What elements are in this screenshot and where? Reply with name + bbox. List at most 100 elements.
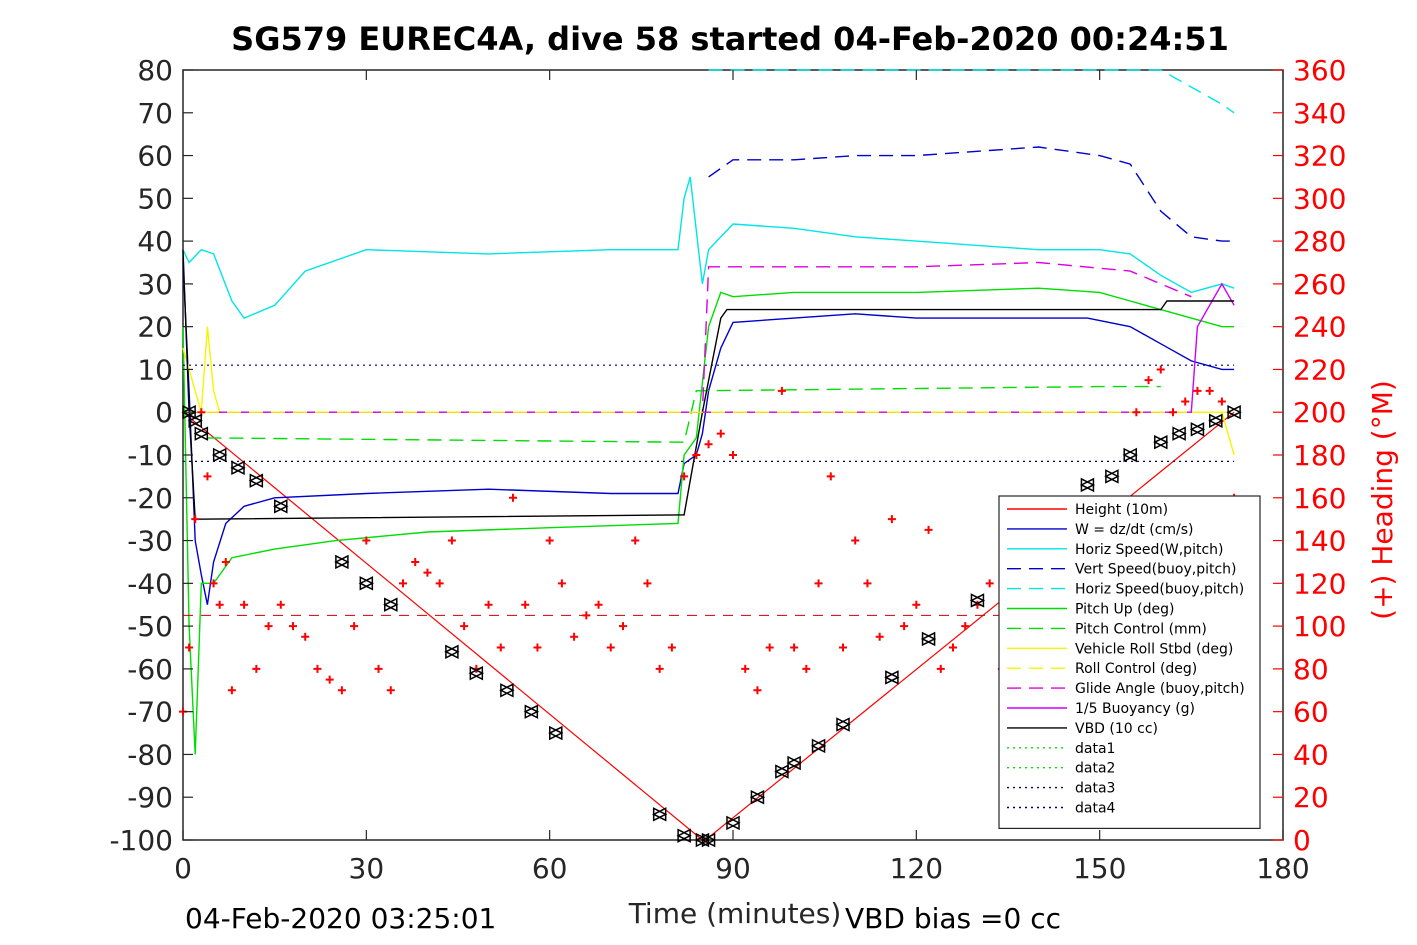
vbd-marker [810,738,826,754]
heading-point [215,600,224,609]
y-tick-label: 50 [137,182,173,215]
heading-point [460,622,469,631]
y-tick-label: 70 [137,97,173,130]
heading-point [496,643,505,652]
legend-entry: Pitch Up (deg) [1075,602,1174,618]
vbd-marker [786,755,801,771]
heading-point [875,632,884,641]
heading-point [521,600,530,609]
legend-entry: Height (10m) [1075,502,1168,518]
footer-vbd-bias: VBD bias =0 cc [845,902,1061,935]
heading-point [887,515,896,524]
y-right-tick-label: 0 [1293,824,1311,857]
heading-point [655,664,664,673]
legend-box [998,495,1261,829]
heading-point [325,675,334,684]
heading-point [484,600,493,609]
vbd-marker [468,665,484,681]
heading-point [227,686,236,695]
legend-entry: Glide Angle (buoy,pitch) [1075,681,1245,697]
heading-point [729,451,737,459]
legend-entry: data2 [1075,761,1115,777]
vbd-marker [651,807,667,822]
y-tick-label: -50 [127,610,173,643]
vbd-marker [383,597,398,612]
y-right-tick-label: 220 [1293,353,1346,386]
heading-point [423,568,432,577]
heading-point [1144,376,1153,385]
heading-point [936,664,945,673]
heading-point [985,579,994,588]
vbd-marker [1079,477,1095,493]
heading-point [912,600,921,609]
series-layer [182,69,1235,841]
vbd-marker [1171,426,1186,441]
y-right-tick-label: 60 [1293,696,1329,729]
heading-point [802,664,811,673]
heading-point [1181,397,1190,406]
y-right-tick-label: 140 [1293,525,1346,558]
vbd-marker [230,460,245,476]
axis-layer: 0 30 60 90 120 150 18080706050403020100-10-20-… [109,54,1346,885]
vbd-marker [193,426,209,441]
heading-point [814,579,823,588]
vbd-marker [1208,413,1223,428]
heading-point [264,622,273,631]
y-tick-label: -30 [127,525,173,558]
x-tick-label: 180 [1256,852,1309,885]
heading-point [289,622,297,631]
heading-point [1156,365,1165,374]
y-tick-label: 40 [137,225,173,258]
vbd-marker [444,644,459,659]
y-right-tick-label: 20 [1293,781,1329,814]
y-tick-label: 80 [137,54,173,87]
heading-point [435,579,444,588]
heading-point [337,686,346,695]
legend-entry: Pitch Control (mm) [1075,621,1207,637]
y-tick-label: -70 [127,696,173,729]
heading-point [777,386,786,395]
heading-point [1169,408,1177,417]
legend-entry: Horiz Speed(buoy,pitch) [1075,582,1244,598]
heading-point [753,686,762,695]
legend-entry: data1 [1075,741,1115,757]
series-line-w [182,262,1235,605]
heading-point [680,472,689,481]
heading-point [716,429,725,438]
series-line-vert_buoy [708,146,1235,242]
heading-point [240,600,249,609]
x-tick-label: 90 [715,852,751,885]
vbd-marker [1226,405,1241,420]
y-right-tick-label: 100 [1293,610,1346,643]
right-axis-label: (+) Heading (°M) [1366,380,1399,620]
heading-point [900,622,909,631]
heading-point [570,632,579,641]
legend-entry: Roll Control (deg) [1075,661,1197,677]
x-axis-label: Time (minutes) [628,897,842,930]
heading-point [350,622,359,631]
heading-point [545,536,554,545]
y-tick-label: -90 [127,781,173,814]
vbd-marker [920,631,936,647]
heading-point [209,579,218,588]
x-tick-label: 150 [1073,852,1126,885]
series-line-horiz_w [182,176,1235,319]
heading-point [961,622,970,631]
vbd-marker [523,704,539,719]
vbd-marker [358,576,374,591]
heading-point [790,643,799,652]
heading-point [692,451,701,459]
heading-point [765,643,774,652]
y-right-tick-label: 200 [1293,396,1346,429]
heading-point [1217,397,1226,406]
y-tick-label: 10 [137,353,173,386]
heading-point [949,643,957,652]
heading-point [386,686,395,695]
y-right-tick-label: 260 [1293,268,1346,301]
heading-point [667,643,676,652]
heading-point [313,664,322,673]
heading-point [1205,386,1214,395]
vbd-marker [548,725,563,741]
x-tick-label: 120 [890,852,943,885]
